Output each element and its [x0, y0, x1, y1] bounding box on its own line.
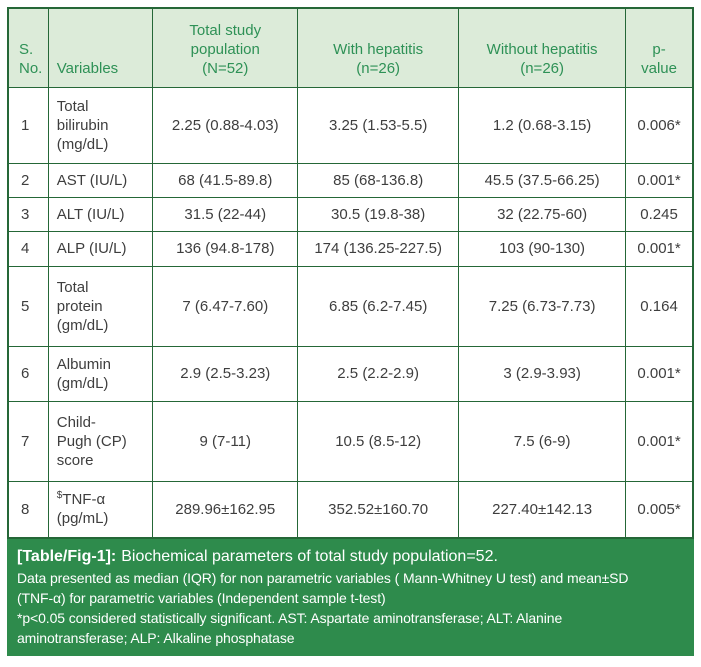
caption-title: [Table/Fig-1]: Biochemical parameters of … [17, 546, 684, 568]
table-row-3: 3 ALT (IU/L) 31.5 (22-44) 30.5 (19.8-38) 32 … [7, 196, 694, 232]
cell-without-hepatitis-value: 7.5 (6-9) [458, 400, 627, 482]
cell-total-population-value: 136 (94.8-178) [152, 230, 299, 267]
cell-without-hepatitis-value: 3 (2.9-3.93) [458, 345, 627, 402]
table-body: 1 Total bilirubin (mg/dL) 2.25 (0.88-4.03)… [7, 86, 694, 539]
cell-serial-number: 7 [7, 400, 49, 482]
cell-total-population-value: 7 (6.47-7.60) [152, 265, 299, 347]
cell-total-population-value: 68 (41.5-89.8) [152, 162, 299, 198]
cell-variable-name: AST (IU/L) [47, 162, 154, 198]
table-row-8: 8 $TNF-α (pg/mL) 289.96±162.95 352.52±160.7… [7, 480, 694, 539]
table-row-1: 1 Total bilirubin (mg/dL) 2.25 (0.88-4.03)… [7, 86, 694, 164]
cell-with-hepatitis-value: 6.85 (6.2-7.45) [297, 265, 460, 347]
cell-with-hepatitis-value: 352.52±160.70 [297, 480, 460, 539]
caption-title-text: Biochemical parameters of total study po… [121, 548, 498, 565]
caption-label: [Table/Fig-1]: [17, 548, 117, 565]
column-header-0: S. No. [7, 7, 49, 88]
cell-variable-name: ALP (IU/L) [47, 230, 154, 267]
cell-variable-name: ALT (IU/L) [47, 196, 154, 232]
cell-without-hepatitis-value: 32 (22.75-60) [458, 196, 627, 232]
cell-without-hepatitis-value: 45.5 (37.5-66.25) [458, 162, 627, 198]
cell-variable-name: Child- Pugh (CP) score [47, 400, 154, 482]
cell-total-population-value: 289.96±162.95 [152, 480, 299, 539]
cell-without-hepatitis-value: 7.25 (6.73-7.73) [458, 265, 627, 347]
cell-p-value: 0.001* [625, 400, 694, 482]
cell-serial-number: 8 [7, 480, 49, 539]
caption-note-2: *p<0.05 considered statistically signifi… [17, 610, 563, 646]
cell-p-value: 0.001* [625, 162, 694, 198]
cell-variable-name: Total protein (gm/dL) [47, 265, 154, 347]
cell-with-hepatitis-value: 85 (68-136.8) [297, 162, 460, 198]
column-header-2: Total study population (N=52) [152, 7, 299, 88]
cell-p-value: 0.164 [625, 265, 694, 347]
cell-serial-number: 5 [7, 265, 49, 347]
footnote-marker: $ [56, 490, 63, 502]
cell-serial-number: 3 [7, 196, 49, 232]
cell-without-hepatitis-value: 1.2 (0.68-3.15) [458, 86, 627, 164]
cell-p-value: 0.001* [625, 345, 694, 402]
column-header-4: Without hepatitis (n=26) [458, 7, 627, 88]
column-header-3: With hepatitis (n=26) [297, 7, 460, 88]
cell-with-hepatitis-value: 2.5 (2.2-2.9) [297, 345, 460, 402]
cell-total-population-value: 2.25 (0.88-4.03) [152, 86, 299, 164]
cell-variable-name: Albumin (gm/dL) [47, 345, 154, 402]
cell-variable-name: $TNF-α (pg/mL) [47, 480, 154, 539]
cell-p-value: 0.001* [625, 230, 694, 267]
table-caption: [Table/Fig-1]: Biochemical parameters of … [7, 539, 694, 656]
cell-without-hepatitis-value: 103 (90-130) [458, 230, 627, 267]
cell-variable-name: Total bilirubin (mg/dL) [47, 86, 154, 164]
table-row-2: 2 AST (IU/L) 68 (41.5-89.8) 85 (68-136.8) 45… [7, 162, 694, 198]
cell-p-value: 0.245 [625, 196, 694, 232]
cell-serial-number: 4 [7, 230, 49, 267]
header-row: S. No. Variables Total study population (N… [7, 7, 694, 88]
cell-with-hepatitis-value: 30.5 (19.8-38) [297, 196, 460, 232]
table-row-4: 4 ALP (IU/L) 136 (94.8-178) 174 (136.25-227… [7, 230, 694, 267]
cell-serial-number: 1 [7, 86, 49, 164]
cell-with-hepatitis-value: 174 (136.25-227.5) [297, 230, 460, 267]
cell-total-population-value: 31.5 (22-44) [152, 196, 299, 232]
cell-serial-number: 6 [7, 345, 49, 402]
table-row-6: 6 Albumin (gm/dL) 2.9 (2.5-3.23) 2.5 (2.2-2… [7, 345, 694, 402]
table-row-7: 7 Child- Pugh (CP) score 9 (7-11) 10.5 (8.5… [7, 400, 694, 482]
column-header-1: Variables [47, 7, 154, 88]
biochemical-parameters-table: S. No. Variables Total study population (N… [7, 7, 694, 539]
column-header-5: p- value [625, 7, 694, 88]
cell-without-hepatitis-value: 227.40±142.13 [458, 480, 627, 539]
cell-with-hepatitis-value: 3.25 (1.53-5.5) [297, 86, 460, 164]
cell-with-hepatitis-value: 10.5 (8.5-12) [297, 400, 460, 482]
cell-total-population-value: 9 (7-11) [152, 400, 299, 482]
cell-p-value: 0.005* [625, 480, 694, 539]
caption-note-1: Data presented as median (IQR) for non p… [17, 570, 629, 606]
cell-total-population-value: 2.9 (2.5-3.23) [152, 345, 299, 402]
cell-p-value: 0.006* [625, 86, 694, 164]
cell-serial-number: 2 [7, 162, 49, 198]
table-row-5: 5 Total protein (gm/dL) 7 (6.47-7.60) 6.85 … [7, 265, 694, 347]
